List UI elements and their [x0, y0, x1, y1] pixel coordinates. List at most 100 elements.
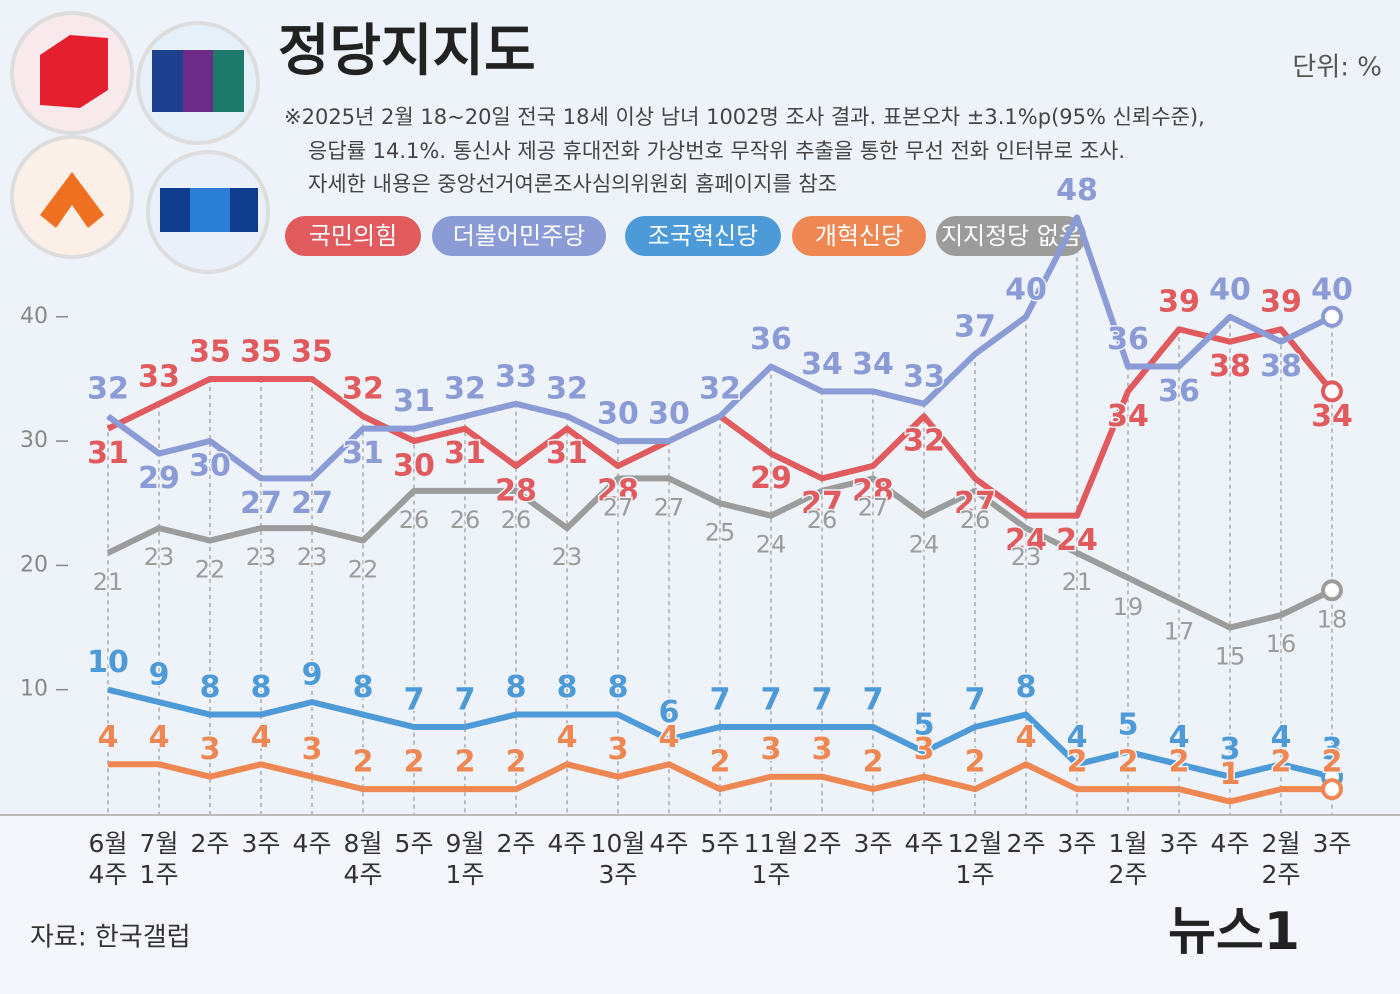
data-label: 28: [597, 473, 639, 508]
data-label: 38: [1209, 349, 1251, 384]
data-label: 32: [699, 372, 741, 407]
x-tick-label: 8월 4주: [343, 829, 383, 889]
data-label: 7: [863, 682, 884, 717]
data-label: 22: [348, 556, 379, 584]
y-tick-label: 20: [20, 552, 48, 577]
data-label: 24: [1056, 523, 1098, 558]
legend-swatch: [432, 216, 606, 256]
data-label: 32: [903, 424, 945, 459]
data-label: 26: [399, 506, 430, 534]
data-label: 23: [144, 543, 175, 571]
data-label: 3: [200, 732, 221, 767]
data-label: 4: [98, 720, 119, 755]
y-tick-label: 30: [20, 428, 48, 453]
x-tick-label: 2주: [190, 829, 230, 858]
data-label: 15: [1215, 643, 1246, 671]
data-label: 17: [1164, 618, 1195, 646]
data-label: 27: [954, 486, 996, 521]
x-tick-label: 3주: [1312, 829, 1352, 858]
data-label: 30: [648, 397, 690, 432]
data-label: 29: [750, 461, 792, 496]
end-marker: [1321, 579, 1343, 602]
data-label: 3: [761, 732, 782, 767]
x-tick-label: 4주: [904, 829, 944, 858]
data-label: 7: [710, 682, 731, 717]
data-label: 34: [852, 347, 894, 382]
data-label: 35: [240, 334, 282, 369]
brand: 뉴스1: [1168, 902, 1300, 962]
series-line: [106, 475, 1334, 631]
data-label: 2: [710, 745, 731, 780]
x-tick-label: 2주: [802, 829, 842, 858]
data-label: 3: [608, 732, 629, 767]
data-label: 27: [291, 486, 333, 521]
legend-label: 지지정당 없음: [941, 222, 1081, 250]
data-label: 4: [1271, 720, 1292, 755]
data-label: 24: [1005, 523, 1047, 558]
data-label: 8: [353, 670, 374, 705]
x-tick-label: 10월 3주: [590, 829, 646, 889]
data-label: 29: [138, 461, 180, 496]
data-label: 2: [1118, 745, 1139, 780]
data-label: 37: [954, 310, 996, 345]
x-tick-label: 4주: [649, 829, 689, 858]
x-tick-label: 5주: [700, 829, 740, 858]
data-label: 27: [240, 486, 282, 521]
data-label: 8: [506, 670, 527, 705]
x-tick-label: 4주: [547, 829, 587, 858]
legend-label: 국민의힘: [309, 222, 397, 250]
data-label: 32: [444, 372, 486, 407]
footer-band: [0, 815, 1400, 994]
x-tick-label: 9월 1주: [445, 829, 485, 889]
data-label: 27: [858, 493, 889, 521]
data-label: 32: [87, 372, 129, 407]
data-label: 27: [603, 493, 634, 521]
source: 자료: 한국갤럽: [30, 923, 191, 953]
x-tick-label: 6월 4주: [88, 829, 128, 889]
data-label: 4: [557, 720, 578, 755]
data-label: 26: [501, 506, 532, 534]
x-tick-label: 5주: [394, 829, 434, 858]
data-label: 36: [750, 322, 792, 357]
x-tick-label: 3주: [853, 829, 893, 858]
note: 자세한 내용은 중앙선거여론조사심의위원회 홈페이지를 참조: [308, 172, 837, 196]
data-label: 9: [149, 658, 170, 693]
data-label: 4: [251, 720, 272, 755]
data-label: 4: [149, 720, 170, 755]
data-label: 2: [353, 745, 374, 780]
data-label: 32: [546, 372, 588, 407]
data-label: 21: [93, 568, 124, 596]
data-label: 28: [852, 473, 894, 508]
data-label: 27: [801, 486, 843, 521]
data-label: 19: [1113, 593, 1144, 621]
legend-swatch: [625, 216, 781, 256]
data-label: 34: [1107, 399, 1149, 434]
end-marker: [1321, 380, 1343, 403]
data-label: 33: [903, 359, 945, 394]
data-label: 8: [557, 670, 578, 705]
x-tick-label: 2주: [1006, 829, 1046, 858]
data-label: 31: [546, 436, 588, 471]
data-label: 31: [342, 436, 384, 471]
x-tick-label: 4주: [292, 829, 332, 858]
data-label: 26: [960, 506, 991, 534]
data-label: 27: [654, 493, 685, 521]
data-label: 36: [1107, 322, 1149, 357]
data-label: 7: [965, 682, 986, 717]
data-label: 30: [648, 397, 690, 432]
x-tick-label: 2주: [496, 829, 536, 858]
brand-logo: 뉴스1: [1168, 902, 1300, 962]
data-label: 31: [393, 384, 435, 419]
legend-swatch: [936, 216, 1086, 256]
data-label: 4: [1016, 720, 1037, 755]
chart-title: 정당지지도: [278, 19, 536, 84]
data-label: 7: [812, 682, 833, 717]
data-label: 26: [450, 506, 481, 534]
legend-label: 개혁신당: [815, 222, 903, 250]
data-label: 2: [506, 745, 527, 780]
data-label: 23: [1011, 543, 1042, 571]
data-label: 5: [914, 707, 935, 742]
data-label: 4: [659, 720, 680, 755]
